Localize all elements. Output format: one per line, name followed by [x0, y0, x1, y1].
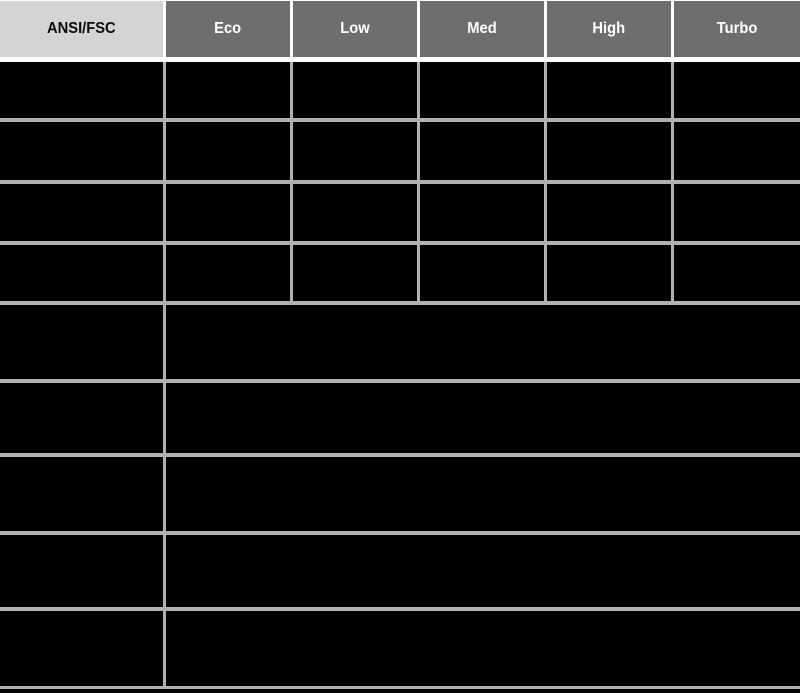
- col-header-label: Med: [467, 20, 497, 37]
- col-header-label: High: [592, 20, 626, 37]
- table-cell: [293, 245, 420, 305]
- col-header-low: Low: [293, 0, 420, 62]
- col-header-eco: Eco: [166, 0, 293, 62]
- table-cell: [420, 122, 547, 184]
- table-cell: [166, 122, 293, 184]
- table-cell: [674, 245, 800, 305]
- table-row: [0, 535, 800, 611]
- table-cell: [420, 184, 547, 245]
- merged-cell: [166, 611, 800, 689]
- col-header-label: Turbo: [716, 20, 758, 37]
- row-label-cell: [0, 184, 166, 245]
- row-label-cell: [0, 383, 166, 457]
- table-cell: [166, 184, 293, 245]
- table-row: [0, 122, 800, 184]
- col-header-ansi-fsc: ANSI/FSC: [0, 0, 166, 62]
- col-header-med: Med: [420, 0, 547, 62]
- table-cell: [547, 245, 674, 305]
- table-cell: [547, 122, 674, 184]
- col-header-label: ANSI/FSC: [47, 20, 116, 37]
- merged-cell: [166, 457, 800, 535]
- table-cell: [420, 245, 547, 305]
- table-cell: [166, 62, 293, 122]
- table-row: [0, 245, 800, 305]
- merged-cell: [166, 383, 800, 457]
- row-label-cell: [0, 245, 166, 305]
- table-cell: [166, 245, 293, 305]
- col-header-label: Low: [340, 20, 370, 37]
- table-row: [0, 457, 800, 535]
- table-cell: [420, 62, 547, 122]
- table-cell: [547, 62, 674, 122]
- col-header-label: Eco: [214, 20, 242, 37]
- row-label-cell: [0, 122, 166, 184]
- table-row: [0, 383, 800, 457]
- col-header-high: High: [547, 0, 674, 62]
- table-cell: [547, 184, 674, 245]
- table-row: [0, 611, 800, 689]
- row-label-cell: [0, 62, 166, 122]
- table-cell: [674, 184, 800, 245]
- table-row: [0, 184, 800, 245]
- merged-cell: [166, 535, 800, 611]
- table-cell: [293, 122, 420, 184]
- table-row: [0, 305, 800, 383]
- merged-cell: [166, 305, 800, 383]
- row-label-cell: [0, 305, 166, 383]
- table-cell: [293, 62, 420, 122]
- table-row: [0, 62, 800, 122]
- header-row: ANSI/FSC Eco Low Med High Turbo: [0, 0, 800, 62]
- table-cell: [674, 122, 800, 184]
- col-header-turbo: Turbo: [674, 0, 800, 62]
- table-cell: [293, 184, 420, 245]
- row-label-cell: [0, 457, 166, 535]
- row-label-cell: [0, 535, 166, 611]
- row-label-cell: [0, 611, 166, 689]
- table-cell: [674, 62, 800, 122]
